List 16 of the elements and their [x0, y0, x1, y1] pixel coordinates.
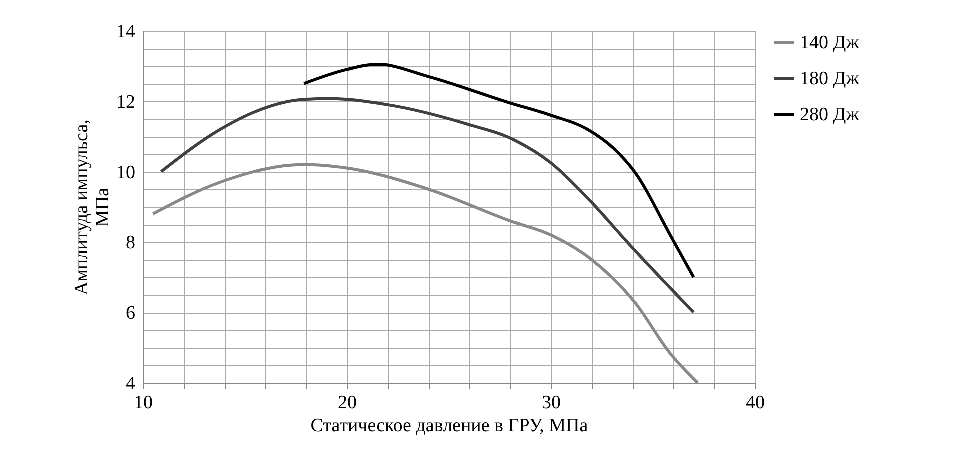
x-axis-title: Статическое давление в ГРУ, МПа — [310, 416, 589, 436]
legend-label: 280 Дж — [800, 104, 860, 126]
y-tick-label: 14 — [116, 22, 136, 42]
y-axis-title: Амплитуда импульса, МПа — [72, 120, 114, 296]
x-tick-label: 30 — [542, 392, 561, 414]
y-tick-label: 12 — [116, 92, 136, 113]
x-tick-label: 40 — [746, 392, 765, 414]
legend-label: 180 Дж — [800, 68, 860, 90]
y-tick-label: 10 — [116, 162, 136, 184]
x-tick-label: 20 — [338, 392, 357, 414]
y-tick-label: 8 — [126, 232, 136, 254]
legend-label: 140 Дж — [800, 32, 860, 54]
y-tick-label: 6 — [126, 303, 136, 324]
line-series — [302, 62, 696, 279]
y-tick-label: 4 — [126, 374, 136, 394]
line-series — [160, 97, 696, 314]
